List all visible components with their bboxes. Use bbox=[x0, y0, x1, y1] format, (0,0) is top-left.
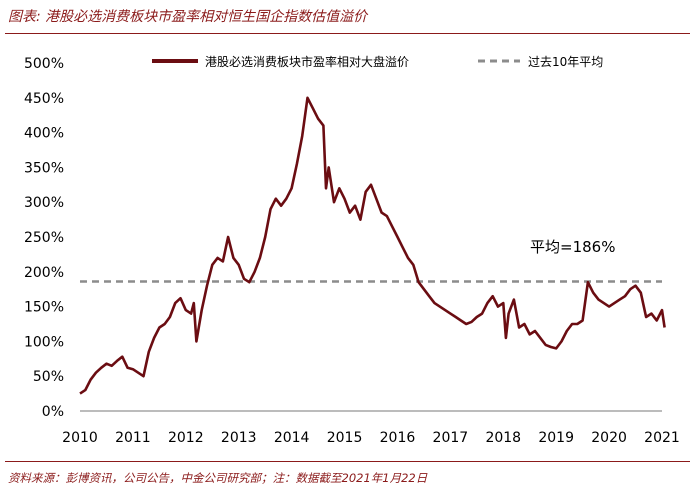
y-tick-label: 300% bbox=[24, 195, 64, 211]
y-tick-label: 0% bbox=[42, 404, 64, 420]
chart-title: 图表: 港股必选消费板块市盈率相对恒生国企指数估值溢价 bbox=[8, 9, 368, 25]
y-tick-label: 350% bbox=[24, 160, 64, 176]
y-tick-label: 500% bbox=[24, 56, 64, 72]
series-line-premium bbox=[79, 96, 666, 395]
x-tick-label: 2021 bbox=[644, 430, 680, 446]
x-tick-label: 2020 bbox=[591, 430, 627, 446]
x-tick-label: 2010 bbox=[62, 430, 98, 446]
y-tick-label: 50% bbox=[33, 369, 64, 385]
y-axis-ticks: 0% 50% 100% 150% 200% 250% 300% 350% 400% 450% 500… bbox=[24, 56, 64, 420]
y-tick-label: 100% bbox=[24, 334, 64, 350]
x-tick-label: 2013 bbox=[221, 430, 257, 446]
y-tick-label: 250% bbox=[24, 230, 64, 246]
x-tick-label: 2011 bbox=[115, 430, 151, 446]
x-tick-label: 2016 bbox=[380, 430, 416, 446]
source-note: 资料来源：彭博资讯，公司公告，中金公司研究部；注：数据截至2021年1月22日 bbox=[8, 471, 428, 485]
legend-label-premium: 港股必选消费板块市盈率相对大盘溢价 bbox=[205, 54, 409, 69]
x-tick-label: 2019 bbox=[538, 430, 574, 446]
x-axis-ticks: 2010 2011 2012 2013 2014 2015 2016 2017 2018 2019… bbox=[62, 430, 680, 446]
y-tick-label: 450% bbox=[24, 91, 64, 107]
x-tick-label: 2018 bbox=[485, 430, 521, 446]
y-tick-label: 400% bbox=[24, 126, 64, 142]
x-tick-label: 2015 bbox=[327, 430, 363, 446]
x-tick-label: 2012 bbox=[168, 430, 204, 446]
y-tick-label: 200% bbox=[24, 265, 64, 281]
footer-divider bbox=[5, 461, 690, 462]
legend-label-average: 过去10年平均 bbox=[528, 55, 603, 69]
y-tick-label: 150% bbox=[24, 300, 64, 316]
legend: 港股必选消费板块市盈率相对大盘溢价 过去10年平均 bbox=[152, 54, 603, 69]
title-divider bbox=[5, 33, 690, 34]
average-annotation: 平均=186% bbox=[530, 238, 615, 256]
series-layer bbox=[79, 96, 666, 395]
x-tick-label: 2017 bbox=[433, 430, 469, 446]
x-tick-label: 2014 bbox=[274, 430, 310, 446]
